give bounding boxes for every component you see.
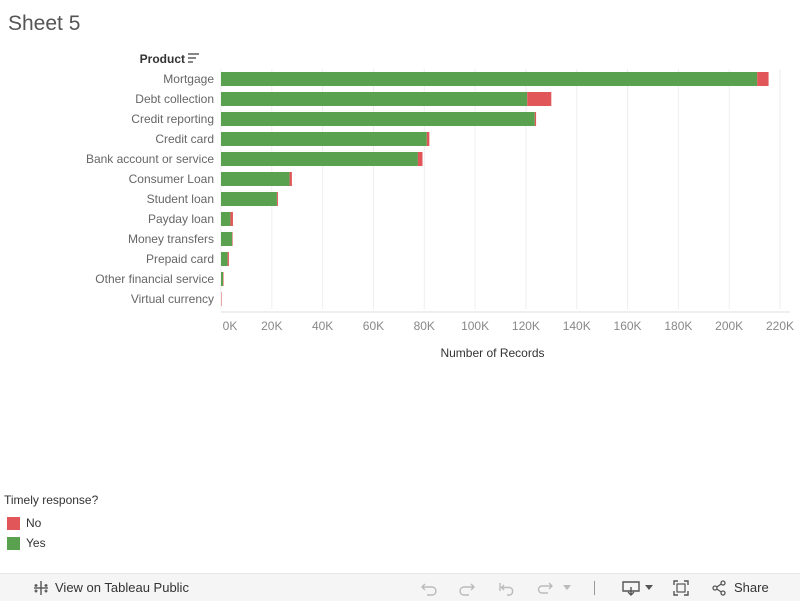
row-header-product: Product: [140, 52, 185, 66]
legend-label-no: No: [26, 516, 42, 530]
view-on-tableau-public-link[interactable]: View on Tableau Public: [33, 580, 189, 596]
bar-yes-bank-account-or-service: [221, 152, 418, 166]
x-tick-label-1: 20K: [261, 319, 282, 333]
category-label-mortgage: Mortgage: [163, 72, 214, 86]
bar-yes-other-financial-service: [221, 272, 224, 286]
category-label-prepaid-card: Prepaid card: [146, 252, 214, 266]
x-tick-label-7: 140K: [563, 319, 591, 333]
toolbar-separator: [594, 580, 595, 595]
fullscreen-icon[interactable]: [671, 579, 691, 596]
x-tick-label-6: 120K: [512, 319, 540, 333]
share-button[interactable]: Share: [710, 579, 769, 596]
bar-yes-payday-loan: [221, 212, 231, 226]
tableau-logo-icon: [33, 580, 49, 596]
x-tick-label-3: 60K: [363, 319, 384, 333]
x-axis-title: Number of Records: [440, 346, 544, 360]
bar-yes-consumer-loan: [221, 172, 290, 186]
category-label-payday-loan: Payday loan: [148, 212, 214, 226]
share-label: Share: [734, 580, 769, 595]
legend-swatch-yes: [7, 536, 20, 550]
bar-no-consumer-loan: [289, 172, 292, 186]
category-label-credit-reporting: Credit reporting: [131, 112, 214, 126]
bar-chart: Product Mortgage Debt collection Credit rep…: [86, 52, 794, 360]
x-tick-label-11: 220K: [766, 319, 794, 333]
category-label-money-transfers: Money transfers: [128, 232, 214, 246]
category-label-student-loan: Student loan: [147, 192, 214, 206]
category-label-debt-collection: Debt collection: [135, 92, 214, 106]
bar-no-debt-collection: [527, 92, 552, 106]
x-tick-label-5: 100K: [461, 319, 489, 333]
bar-yes-prepaid-card: [221, 252, 228, 266]
sort-icon[interactable]: [188, 53, 199, 63]
bar-yes-credit-card: [221, 132, 427, 146]
x-tick-label-8: 160K: [614, 319, 642, 333]
view-on-tableau-public-label: View on Tableau Public: [55, 580, 189, 595]
legend-swatch-no: [7, 516, 20, 530]
share-icon: [710, 579, 728, 596]
bar-no-money-transfers: [232, 232, 233, 246]
legend-title: Timely response?: [4, 493, 99, 507]
bar-no-credit-reporting: [534, 112, 537, 126]
download-icon[interactable]: [621, 580, 641, 596]
undo-icon[interactable]: [418, 580, 440, 596]
bar-no-other-financial-service: [223, 272, 224, 286]
bar-yes-debt-collection: [221, 92, 528, 106]
legend-label-yes: Yes: [26, 536, 46, 550]
bar-yes-student-loan: [221, 192, 277, 206]
refresh-dropdown-chevron-icon[interactable]: [560, 584, 574, 591]
x-tick-label-4: 80K: [414, 319, 435, 333]
bar-yes-credit-reporting: [221, 112, 535, 126]
category-label-virtual-currency: Virtual currency: [131, 292, 214, 306]
x-tick-label-2: 40K: [312, 319, 333, 333]
bar-no-bank-account-or-service: [417, 152, 423, 166]
category-label-other-financial-service: Other financial service: [95, 272, 214, 286]
legend-item-no[interactable]: No: [4, 513, 98, 533]
bar-no-mortgage: [757, 72, 769, 86]
sheet-title: Sheet 5: [8, 12, 81, 35]
bar-no-payday-loan: [230, 212, 233, 226]
revert-icon[interactable]: [496, 580, 518, 596]
redo-icon[interactable]: [456, 580, 478, 596]
bar-no-virtual-currency: [221, 292, 222, 306]
refresh-icon[interactable]: [534, 580, 556, 596]
bar-no-prepaid-card: [227, 252, 229, 266]
download-dropdown-chevron-icon[interactable]: [643, 584, 655, 591]
bar-yes-money-transfers: [221, 232, 233, 246]
category-label-consumer-loan: Consumer Loan: [129, 172, 214, 186]
category-label-credit-card: Credit card: [155, 132, 214, 146]
legend-item-yes[interactable]: Yes: [4, 533, 98, 553]
bar-yes-mortgage: [221, 72, 758, 86]
bar-no-student-loan: [276, 192, 278, 206]
x-tick-label-0: 0K: [223, 319, 238, 333]
category-label-bank-account-or-service: Bank account or service: [86, 152, 214, 166]
tableau-toolbar: View on Tableau Public: [0, 573, 800, 601]
x-tick-label-10: 200K: [715, 319, 743, 333]
x-tick-label-9: 180K: [664, 319, 692, 333]
legend: Timely response? No Yes: [4, 493, 98, 553]
bar-no-credit-card: [426, 132, 430, 146]
